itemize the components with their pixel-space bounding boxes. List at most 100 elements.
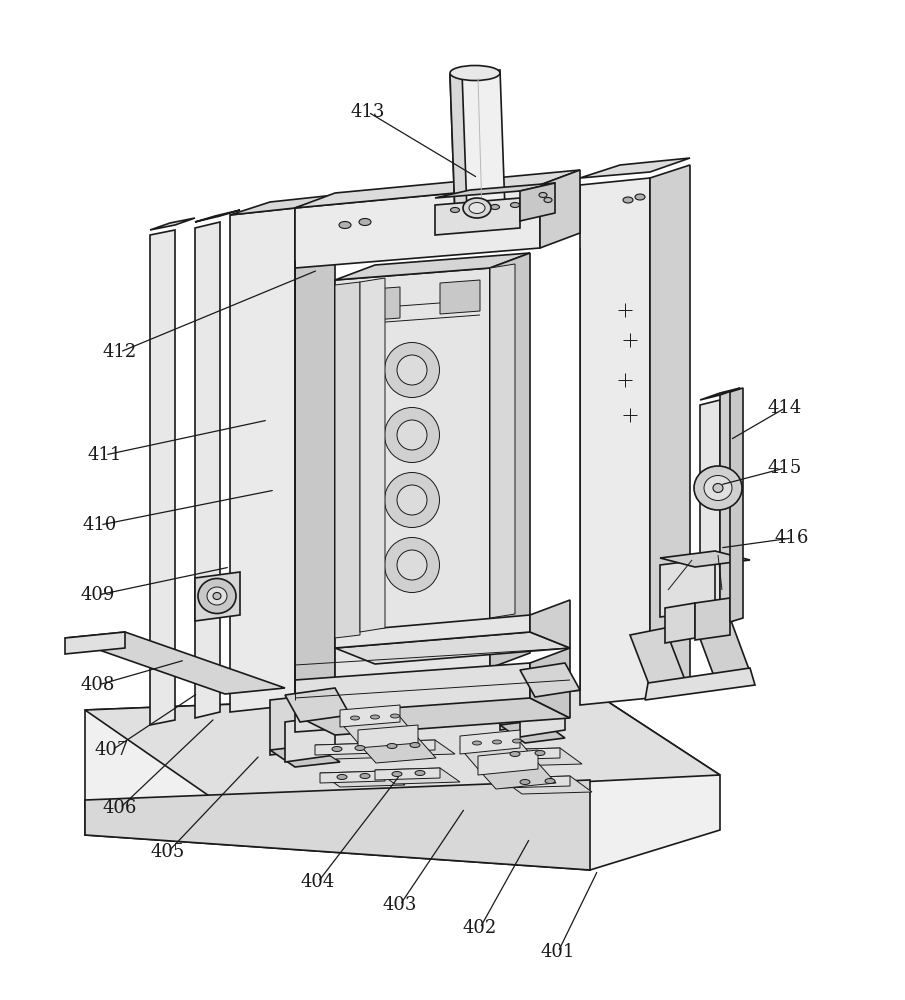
Ellipse shape xyxy=(397,485,427,515)
Polygon shape xyxy=(195,572,240,621)
Polygon shape xyxy=(335,268,490,680)
Polygon shape xyxy=(360,287,400,321)
Text: 407: 407 xyxy=(95,741,129,759)
Ellipse shape xyxy=(471,206,480,211)
Polygon shape xyxy=(230,208,295,712)
Polygon shape xyxy=(335,282,360,638)
Polygon shape xyxy=(630,628,685,687)
Ellipse shape xyxy=(520,780,530,784)
Ellipse shape xyxy=(390,714,399,718)
Ellipse shape xyxy=(339,222,351,229)
Polygon shape xyxy=(660,551,750,567)
Polygon shape xyxy=(85,690,720,800)
Polygon shape xyxy=(335,632,570,664)
Ellipse shape xyxy=(494,198,506,205)
Polygon shape xyxy=(660,558,715,617)
Text: 416: 416 xyxy=(775,529,809,547)
Polygon shape xyxy=(490,748,560,760)
Polygon shape xyxy=(150,230,175,725)
Polygon shape xyxy=(695,618,750,679)
Polygon shape xyxy=(700,388,740,400)
Polygon shape xyxy=(520,663,580,697)
Polygon shape xyxy=(478,750,538,775)
Ellipse shape xyxy=(415,770,425,776)
Polygon shape xyxy=(460,730,520,754)
Polygon shape xyxy=(520,183,555,221)
Polygon shape xyxy=(295,185,540,268)
Polygon shape xyxy=(375,768,460,784)
Polygon shape xyxy=(195,222,220,718)
Polygon shape xyxy=(295,698,570,735)
Polygon shape xyxy=(695,598,730,640)
Ellipse shape xyxy=(337,774,347,780)
Ellipse shape xyxy=(713,484,723,492)
Polygon shape xyxy=(370,740,435,752)
Ellipse shape xyxy=(539,192,547,198)
Polygon shape xyxy=(500,776,570,788)
Polygon shape xyxy=(295,170,580,208)
Polygon shape xyxy=(65,632,125,654)
Ellipse shape xyxy=(635,194,645,200)
Polygon shape xyxy=(478,763,556,789)
Ellipse shape xyxy=(472,741,481,745)
Polygon shape xyxy=(358,725,418,748)
Text: 408: 408 xyxy=(81,676,115,694)
Polygon shape xyxy=(85,780,590,870)
Text: 406: 406 xyxy=(103,799,138,817)
Text: 404: 404 xyxy=(300,873,335,891)
Polygon shape xyxy=(285,688,350,722)
Ellipse shape xyxy=(512,739,521,743)
Polygon shape xyxy=(230,195,335,215)
Text: 402: 402 xyxy=(462,919,497,937)
Text: 415: 415 xyxy=(767,459,802,477)
Polygon shape xyxy=(500,670,540,730)
Polygon shape xyxy=(650,165,690,698)
Polygon shape xyxy=(530,648,570,718)
Ellipse shape xyxy=(623,197,633,203)
Text: 409: 409 xyxy=(81,586,115,604)
Polygon shape xyxy=(390,268,475,277)
Text: 412: 412 xyxy=(103,343,138,361)
Text: 401: 401 xyxy=(541,943,576,961)
Text: 405: 405 xyxy=(151,843,186,861)
Ellipse shape xyxy=(385,342,440,397)
Ellipse shape xyxy=(198,578,236,613)
Ellipse shape xyxy=(355,746,365,750)
Polygon shape xyxy=(375,768,440,780)
Ellipse shape xyxy=(360,774,370,778)
Polygon shape xyxy=(520,690,565,737)
Ellipse shape xyxy=(451,208,460,213)
Polygon shape xyxy=(665,603,695,643)
Ellipse shape xyxy=(535,750,545,756)
Polygon shape xyxy=(85,690,720,870)
Ellipse shape xyxy=(463,198,491,218)
Ellipse shape xyxy=(370,715,379,719)
Polygon shape xyxy=(295,195,335,698)
Polygon shape xyxy=(320,771,405,787)
Polygon shape xyxy=(335,253,530,280)
Ellipse shape xyxy=(450,66,500,81)
Polygon shape xyxy=(320,771,385,783)
Ellipse shape xyxy=(332,746,342,752)
Polygon shape xyxy=(500,720,565,743)
Ellipse shape xyxy=(207,587,227,605)
Ellipse shape xyxy=(397,420,427,450)
Polygon shape xyxy=(450,70,505,215)
Polygon shape xyxy=(358,738,436,763)
Polygon shape xyxy=(65,632,285,694)
Polygon shape xyxy=(500,776,592,794)
Text: 413: 413 xyxy=(351,103,386,121)
Text: 414: 414 xyxy=(767,399,802,417)
Ellipse shape xyxy=(410,742,420,748)
Ellipse shape xyxy=(510,752,520,756)
Ellipse shape xyxy=(385,473,440,528)
Polygon shape xyxy=(435,183,555,198)
Polygon shape xyxy=(335,615,530,648)
Polygon shape xyxy=(195,210,240,222)
Polygon shape xyxy=(490,253,530,668)
Polygon shape xyxy=(490,748,582,766)
Polygon shape xyxy=(270,745,340,767)
Polygon shape xyxy=(270,695,315,755)
Ellipse shape xyxy=(491,205,500,210)
Polygon shape xyxy=(580,158,690,178)
